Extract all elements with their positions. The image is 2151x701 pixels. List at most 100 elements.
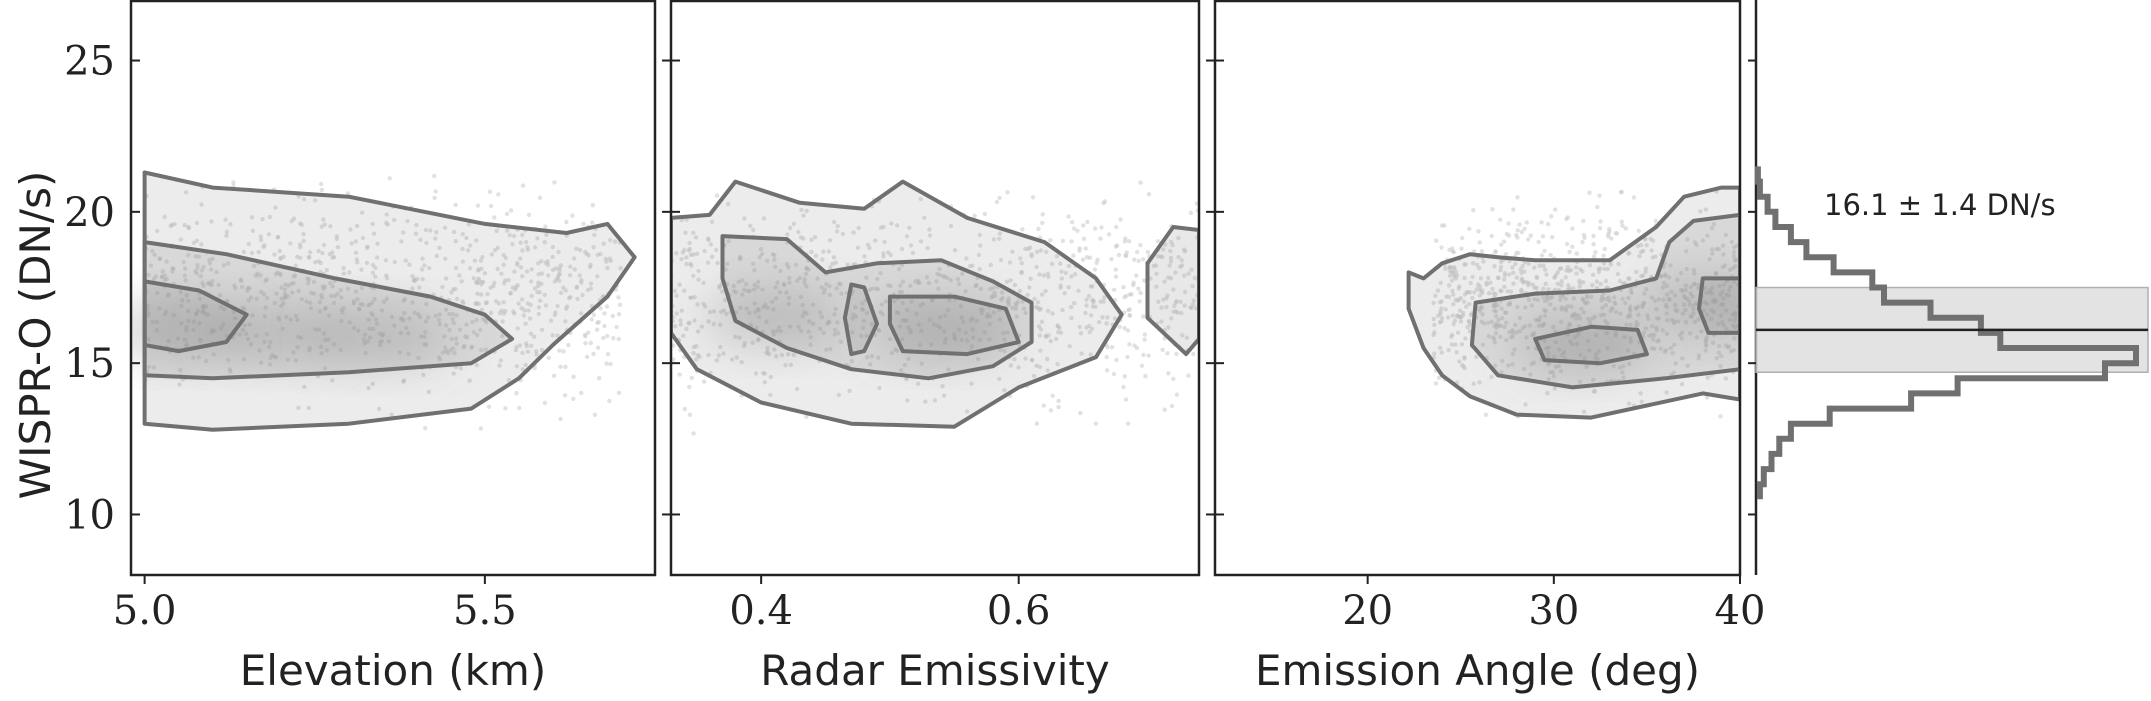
scatter-point	[228, 222, 233, 227]
scatter-point	[855, 245, 861, 250]
scatter-point	[520, 350, 525, 356]
scatter-point	[1679, 336, 1684, 341]
scatter-point	[375, 241, 380, 246]
scatter-point	[997, 236, 1002, 241]
scatter-point	[532, 365, 537, 371]
scatter-point	[423, 426, 428, 431]
scatter-point	[478, 327, 483, 333]
scatter-point	[726, 238, 731, 244]
scatter-point	[345, 286, 351, 291]
scatter-point	[226, 357, 231, 363]
scatter-point	[1650, 238, 1656, 243]
scatter-point	[1514, 250, 1519, 256]
scatter-point	[1474, 354, 1479, 360]
scatter-point	[1176, 255, 1181, 260]
scatter-point	[1029, 252, 1034, 257]
scatter-point	[1113, 274, 1119, 279]
scatter-point	[526, 212, 532, 218]
scatter-point	[1435, 288, 1441, 293]
scatter-point	[208, 267, 214, 272]
scatter-point	[1521, 366, 1527, 372]
scatter-point	[1114, 357, 1119, 363]
scatter-point	[550, 244, 556, 250]
scatter-point	[469, 344, 475, 349]
scatter-point	[539, 347, 545, 353]
scatter-point	[907, 225, 912, 230]
scatter-point	[1104, 354, 1109, 360]
scatter-point	[1621, 281, 1626, 286]
scatter-point	[1705, 233, 1710, 238]
scatter-point	[1470, 274, 1475, 280]
scatter-point	[153, 274, 158, 279]
scatter-point	[1008, 278, 1013, 283]
scatter-point	[557, 265, 562, 271]
scatter-point	[366, 303, 371, 308]
scatter-point	[604, 361, 609, 366]
scatter-point	[1602, 266, 1607, 272]
scatter-point	[1463, 336, 1468, 341]
scatter-point	[1504, 320, 1509, 325]
scatter-point	[827, 284, 832, 289]
scatter-point	[1477, 307, 1482, 312]
scatter-point	[678, 322, 684, 327]
scatter-point	[709, 254, 715, 259]
scatter-point	[875, 276, 880, 282]
scatter-point	[508, 208, 514, 213]
scatter-point	[475, 291, 480, 296]
scatter-point	[536, 261, 541, 266]
scatter-point	[1639, 273, 1644, 279]
scatter-point	[927, 227, 932, 232]
scatter-point	[517, 343, 523, 348]
scatter-point	[1014, 303, 1019, 308]
scatter-point	[1672, 342, 1677, 347]
scatter-point	[474, 301, 479, 306]
scatter-point	[460, 232, 465, 237]
scatter-point	[1431, 332, 1436, 338]
scatter-point	[1182, 303, 1187, 308]
scatter-point	[1014, 314, 1019, 319]
scatter-point	[677, 372, 682, 377]
panel-3-x-axis-label: Emission Angle (deg)	[1255, 646, 1700, 695]
scatter-point	[299, 297, 304, 302]
scatter-point	[695, 329, 701, 334]
scatter-point	[370, 221, 375, 227]
scatter-point	[478, 426, 484, 431]
scatter-point	[561, 349, 566, 354]
scatter-point	[1581, 232, 1587, 238]
scatter-point	[1718, 414, 1723, 419]
scatter-point	[1104, 368, 1110, 373]
scatter-point	[883, 299, 888, 304]
scatter-point	[1083, 246, 1088, 251]
scatter-point	[508, 291, 513, 296]
contour-line	[142, 279, 249, 354]
scatter-point	[562, 393, 568, 398]
scatter-point	[882, 239, 887, 245]
scatter-point	[1171, 376, 1176, 382]
scatter-point	[288, 241, 293, 246]
scatter-point	[1532, 285, 1537, 290]
scatter-point	[241, 249, 247, 255]
scatter-point	[923, 399, 928, 404]
scatter-point	[1513, 322, 1518, 328]
scatter-point	[793, 262, 799, 268]
scatter-point	[449, 290, 454, 295]
scatter-point	[1555, 281, 1561, 286]
scatter-point	[1713, 271, 1719, 277]
scatter-point	[994, 199, 1000, 205]
scatter-point	[432, 173, 437, 179]
scatter-point	[178, 368, 183, 373]
scatter-point	[1543, 281, 1548, 286]
scatter-point	[1534, 274, 1540, 279]
scatter-point	[1118, 217, 1123, 222]
scatter-point	[1032, 296, 1037, 302]
scatter-point	[296, 405, 301, 410]
scatter-point	[506, 377, 511, 383]
scatter-point	[1015, 299, 1020, 305]
scatter-point	[604, 304, 610, 309]
scatter-point	[254, 296, 259, 301]
scatter-point	[1617, 278, 1623, 284]
scatter-point	[1587, 190, 1592, 195]
scatter-point	[1069, 220, 1075, 225]
scatter-point	[1550, 294, 1555, 300]
scatter-point	[1511, 207, 1516, 212]
